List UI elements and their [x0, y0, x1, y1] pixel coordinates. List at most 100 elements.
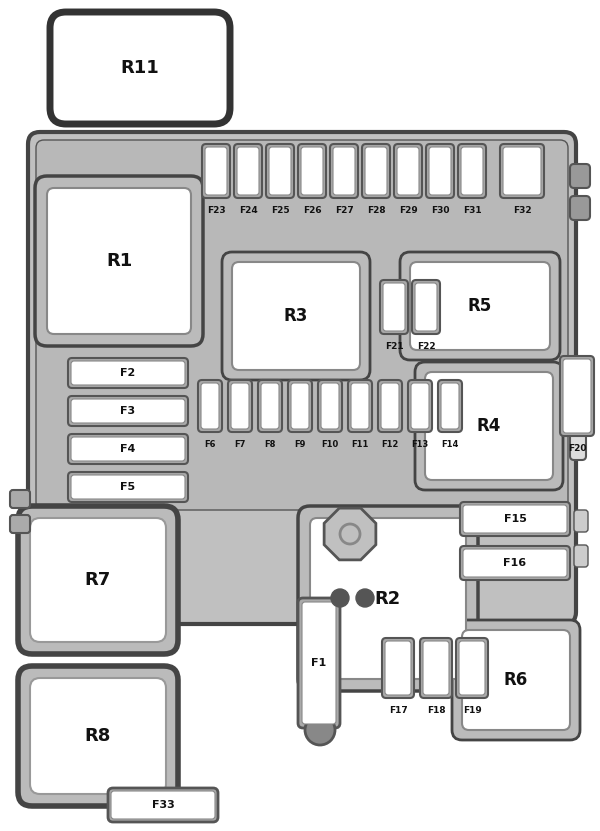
Text: F28: F28 [367, 206, 385, 215]
Text: F7: F7 [235, 440, 245, 449]
FancyBboxPatch shape [47, 188, 191, 334]
FancyBboxPatch shape [415, 362, 563, 490]
FancyBboxPatch shape [408, 380, 432, 432]
Circle shape [331, 589, 349, 607]
Text: F12: F12 [382, 440, 398, 449]
FancyBboxPatch shape [452, 620, 580, 740]
FancyBboxPatch shape [269, 147, 291, 195]
FancyBboxPatch shape [71, 399, 185, 423]
FancyBboxPatch shape [68, 472, 188, 502]
FancyBboxPatch shape [563, 359, 591, 433]
Text: R5: R5 [468, 297, 492, 315]
FancyBboxPatch shape [298, 598, 340, 728]
FancyBboxPatch shape [50, 12, 230, 124]
Text: R11: R11 [121, 59, 160, 77]
FancyBboxPatch shape [397, 147, 419, 195]
FancyBboxPatch shape [198, 380, 222, 432]
Text: F24: F24 [239, 206, 257, 215]
FancyBboxPatch shape [35, 176, 203, 346]
FancyBboxPatch shape [412, 280, 440, 334]
FancyBboxPatch shape [426, 144, 454, 198]
FancyBboxPatch shape [441, 383, 459, 429]
FancyBboxPatch shape [202, 144, 230, 198]
FancyBboxPatch shape [234, 144, 262, 198]
Text: F17: F17 [389, 706, 407, 715]
FancyBboxPatch shape [68, 434, 188, 464]
FancyBboxPatch shape [237, 147, 259, 195]
Text: F27: F27 [335, 206, 353, 215]
FancyBboxPatch shape [385, 641, 411, 695]
FancyBboxPatch shape [461, 147, 483, 195]
FancyBboxPatch shape [71, 475, 185, 499]
FancyBboxPatch shape [232, 262, 360, 370]
FancyBboxPatch shape [460, 546, 570, 580]
Text: F15: F15 [503, 514, 526, 524]
FancyBboxPatch shape [438, 380, 462, 432]
FancyBboxPatch shape [330, 144, 358, 198]
FancyBboxPatch shape [458, 144, 486, 198]
FancyBboxPatch shape [380, 280, 408, 334]
Text: R7: R7 [85, 571, 111, 589]
Text: F26: F26 [302, 206, 322, 215]
FancyBboxPatch shape [423, 641, 449, 695]
FancyBboxPatch shape [570, 430, 586, 460]
Text: R8: R8 [85, 727, 111, 745]
FancyBboxPatch shape [411, 383, 429, 429]
FancyBboxPatch shape [18, 666, 178, 806]
Text: R2: R2 [375, 589, 401, 607]
FancyBboxPatch shape [108, 788, 218, 822]
FancyBboxPatch shape [301, 147, 323, 195]
Text: F6: F6 [204, 440, 216, 449]
FancyBboxPatch shape [351, 383, 369, 429]
Text: F13: F13 [412, 440, 428, 449]
FancyBboxPatch shape [463, 549, 567, 577]
Circle shape [356, 589, 374, 607]
FancyBboxPatch shape [378, 380, 402, 432]
FancyBboxPatch shape [30, 678, 166, 794]
Text: F3: F3 [121, 406, 136, 416]
FancyBboxPatch shape [298, 506, 478, 691]
FancyBboxPatch shape [365, 147, 387, 195]
FancyBboxPatch shape [462, 630, 570, 730]
FancyBboxPatch shape [321, 383, 339, 429]
FancyBboxPatch shape [10, 490, 30, 508]
FancyBboxPatch shape [261, 383, 279, 429]
FancyBboxPatch shape [36, 140, 568, 510]
Text: F31: F31 [463, 206, 481, 215]
FancyBboxPatch shape [291, 383, 309, 429]
FancyBboxPatch shape [111, 791, 215, 819]
Text: F33: F33 [152, 800, 175, 810]
FancyBboxPatch shape [28, 132, 576, 624]
Text: F11: F11 [352, 440, 368, 449]
FancyBboxPatch shape [205, 147, 227, 195]
FancyBboxPatch shape [500, 144, 544, 198]
FancyBboxPatch shape [348, 380, 372, 432]
FancyBboxPatch shape [460, 502, 570, 536]
FancyBboxPatch shape [302, 602, 336, 724]
FancyBboxPatch shape [222, 252, 370, 380]
FancyBboxPatch shape [318, 380, 342, 432]
Text: F10: F10 [322, 440, 338, 449]
Text: F9: F9 [295, 440, 305, 449]
FancyBboxPatch shape [394, 144, 422, 198]
FancyBboxPatch shape [71, 437, 185, 461]
FancyBboxPatch shape [459, 641, 485, 695]
Text: R4: R4 [477, 417, 501, 435]
Text: F29: F29 [398, 206, 418, 215]
FancyBboxPatch shape [228, 380, 252, 432]
FancyBboxPatch shape [383, 283, 405, 331]
FancyBboxPatch shape [429, 147, 451, 195]
Text: F22: F22 [416, 342, 436, 351]
Text: R6: R6 [504, 671, 528, 689]
FancyBboxPatch shape [381, 383, 399, 429]
Text: F5: F5 [121, 482, 136, 492]
FancyBboxPatch shape [574, 510, 588, 532]
Text: F2: F2 [121, 368, 136, 378]
FancyBboxPatch shape [382, 638, 414, 698]
Text: R3: R3 [284, 307, 308, 325]
FancyBboxPatch shape [574, 545, 588, 567]
Text: F18: F18 [427, 706, 445, 715]
Text: F14: F14 [442, 440, 458, 449]
FancyBboxPatch shape [463, 505, 567, 533]
Text: F23: F23 [206, 206, 226, 215]
